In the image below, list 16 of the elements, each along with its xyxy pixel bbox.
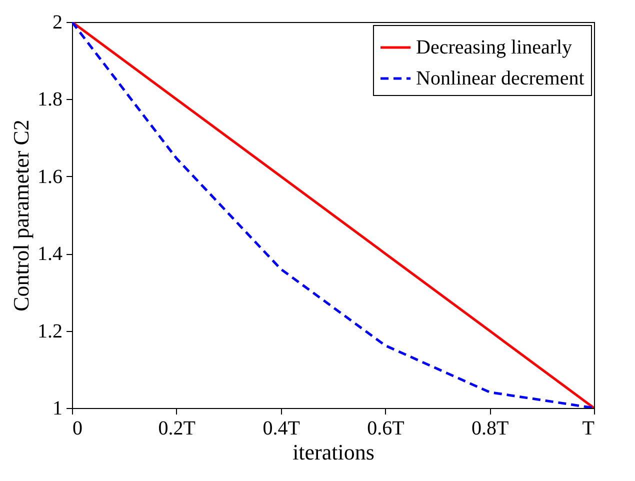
x-tick-label: 0.4T [262, 418, 300, 440]
x-axis-title: iterations [292, 440, 374, 464]
x-tick-label: 0.8T [471, 418, 509, 440]
legend-label: Nonlinear decrement [416, 68, 585, 90]
x-tick-label: 0.6T [367, 418, 404, 440]
x-tick-label: 0 [72, 418, 82, 440]
x-tick-label: 0.2T [158, 418, 196, 440]
y-tick-label: 1.4 [38, 243, 62, 266]
legend-label: Decreasing linearly [416, 36, 572, 58]
y-tick-label: 2 [52, 12, 62, 34]
y-tick-label: 1 [52, 398, 62, 420]
y-tick-label: 1.2 [38, 320, 62, 342]
x-tick-label: T [582, 418, 594, 440]
y-tick-label: 1.6 [38, 166, 62, 188]
y-tick-label: 1.8 [38, 88, 62, 111]
y-axis-title: Control parameter C2 [8, 120, 34, 312]
